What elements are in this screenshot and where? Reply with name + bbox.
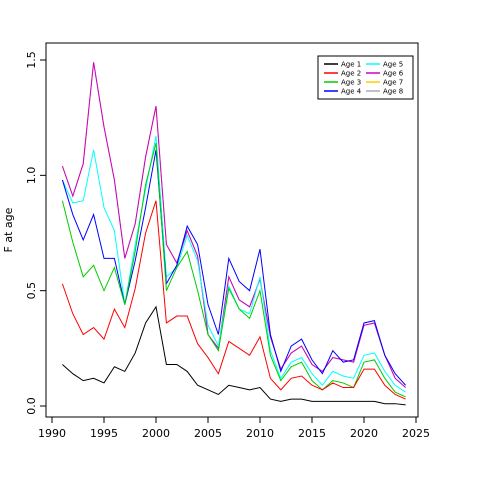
- y-tick-label: 0.5: [25, 282, 38, 300]
- x-tick-label: 2015: [298, 427, 326, 440]
- y-axis-title: F at age: [2, 207, 15, 252]
- legend-label: Age 6: [383, 70, 404, 78]
- legend-label: Age 8: [383, 88, 403, 96]
- y-tick-label: 1.5: [25, 51, 38, 69]
- legend-label: Age 5: [383, 61, 403, 69]
- legend-label: Age 7: [383, 79, 403, 87]
- x-tick-label: 2025: [402, 427, 430, 440]
- legend-label: Age 2: [341, 70, 361, 78]
- legend-label: Age 3: [341, 79, 361, 87]
- series-line-age-6: [61, 62, 406, 388]
- series-line-age-2: [61, 200, 406, 400]
- x-tick-label: 1990: [38, 427, 66, 440]
- series-line-age-5: [61, 136, 406, 393]
- legend-label: Age 4: [341, 88, 362, 96]
- x-tick-label: 1995: [90, 427, 118, 440]
- series-layer: [61, 62, 406, 406]
- y-axis: 0.0 0.5 1.0 1.5: [25, 51, 47, 415]
- x-tick-label: 2020: [350, 427, 378, 440]
- legend-box: [317, 55, 414, 100]
- series-line-age-4: [61, 149, 406, 386]
- y-tick-label: 0.0: [25, 397, 38, 415]
- x-axis: 1990 1995 2000 2005 2010 2015 2020 2025: [38, 416, 430, 440]
- series-line-age-7: [61, 62, 406, 388]
- legend-label: Age 1: [341, 61, 361, 69]
- x-tick-label: 2005: [194, 427, 222, 440]
- x-tick-label: 2000: [142, 427, 170, 440]
- x-tick-label: 2010: [246, 427, 274, 440]
- series-line-age-8: [61, 62, 406, 388]
- series-line-age-3: [61, 142, 406, 398]
- y-tick-label: 1.0: [25, 167, 38, 185]
- series-line-age-1: [62, 305, 406, 406]
